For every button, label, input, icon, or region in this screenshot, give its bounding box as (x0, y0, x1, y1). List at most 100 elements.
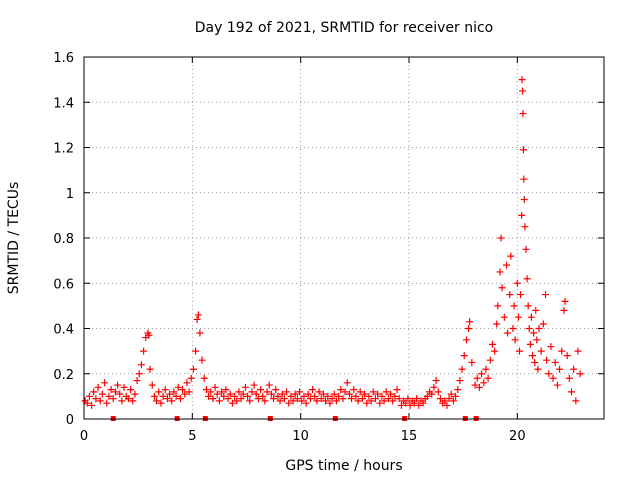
data-point (200, 374, 208, 382)
data-point (265, 381, 273, 389)
data-point (293, 395, 301, 403)
data-point (520, 175, 528, 183)
data-point (131, 390, 139, 398)
data-point (140, 347, 148, 355)
data-point (145, 331, 153, 339)
data-point (168, 397, 176, 405)
data-point (155, 388, 163, 396)
data-point (445, 395, 453, 403)
data-point (468, 358, 476, 366)
data-point (198, 356, 206, 364)
data-point (345, 390, 353, 398)
data-point (129, 397, 137, 405)
data-point (341, 388, 349, 396)
data-point (430, 383, 438, 391)
data-point (563, 352, 571, 360)
data-point (576, 370, 584, 378)
data-point (527, 313, 535, 321)
data-point (572, 397, 580, 405)
data-point (192, 347, 200, 355)
data-point (185, 388, 193, 396)
data-point (278, 390, 286, 398)
data-point (306, 395, 314, 403)
data-point (194, 311, 202, 319)
data-point (220, 392, 228, 400)
data-point (547, 343, 555, 351)
data-point (560, 306, 568, 314)
axis-ticks: 0 0.2 0.4 0.6 0.8 1 1.2 1.4 1.6 0 5 10 15 20 (53, 51, 604, 444)
data-point (226, 390, 234, 398)
data-point (491, 347, 499, 355)
data-point (556, 365, 564, 373)
data-point (574, 347, 582, 355)
data-point (163, 395, 171, 403)
data-point (456, 377, 464, 385)
data-point (389, 397, 397, 405)
data-point (365, 392, 373, 400)
data-point (367, 397, 375, 405)
data-point (539, 320, 547, 328)
data-point (193, 315, 201, 323)
data-point (384, 395, 392, 403)
data-point (324, 392, 332, 400)
data-point (335, 392, 343, 400)
data-point (531, 358, 539, 366)
data-point (96, 397, 104, 405)
data-point (419, 399, 427, 407)
data-point (283, 388, 291, 396)
data-point (319, 390, 327, 398)
data-point (170, 388, 178, 396)
data-point (415, 401, 423, 409)
x-axis-label: GPS time / hours (285, 458, 402, 474)
data-point (519, 146, 527, 154)
data-point (354, 397, 362, 405)
data-point (196, 329, 204, 337)
data-point (534, 365, 542, 373)
data-point (88, 401, 96, 409)
data-point (532, 306, 540, 314)
data-point (356, 388, 364, 396)
data-point (302, 399, 310, 407)
data-point (519, 110, 527, 118)
data-point (514, 313, 522, 321)
data-point (114, 381, 122, 389)
data-point (504, 329, 512, 337)
data-point (248, 388, 256, 396)
data-point (228, 399, 236, 407)
data-point (441, 397, 449, 405)
data-point (525, 325, 533, 332)
data-point (250, 381, 258, 389)
data-point (488, 340, 496, 348)
data-point (393, 386, 401, 394)
data-point (471, 381, 479, 389)
data-point (374, 390, 382, 398)
x-tick-label: 10 (292, 429, 309, 444)
data-point (181, 390, 189, 398)
data-point (497, 234, 505, 242)
data-point (150, 392, 158, 400)
data-point (519, 87, 527, 95)
data-point (237, 395, 245, 403)
data-point (296, 388, 304, 396)
y-tick-label: 1.6 (53, 51, 74, 66)
data-point (272, 386, 280, 394)
data-point (332, 397, 340, 405)
data-point (542, 291, 549, 299)
data-point (111, 388, 119, 396)
data-point (462, 336, 470, 344)
data-point (494, 302, 502, 310)
data-point (378, 392, 386, 400)
data-point (298, 397, 306, 405)
data-point (529, 352, 536, 360)
data-point (267, 390, 275, 398)
data-point (172, 392, 180, 400)
data-point (263, 388, 271, 396)
data-point (526, 340, 534, 348)
data-point (259, 392, 267, 400)
data-point (90, 388, 98, 396)
data-point (244, 392, 252, 400)
x-tick-label: 15 (401, 429, 418, 444)
data-point (498, 284, 506, 292)
data-point (215, 397, 223, 405)
data-point (533, 336, 541, 344)
